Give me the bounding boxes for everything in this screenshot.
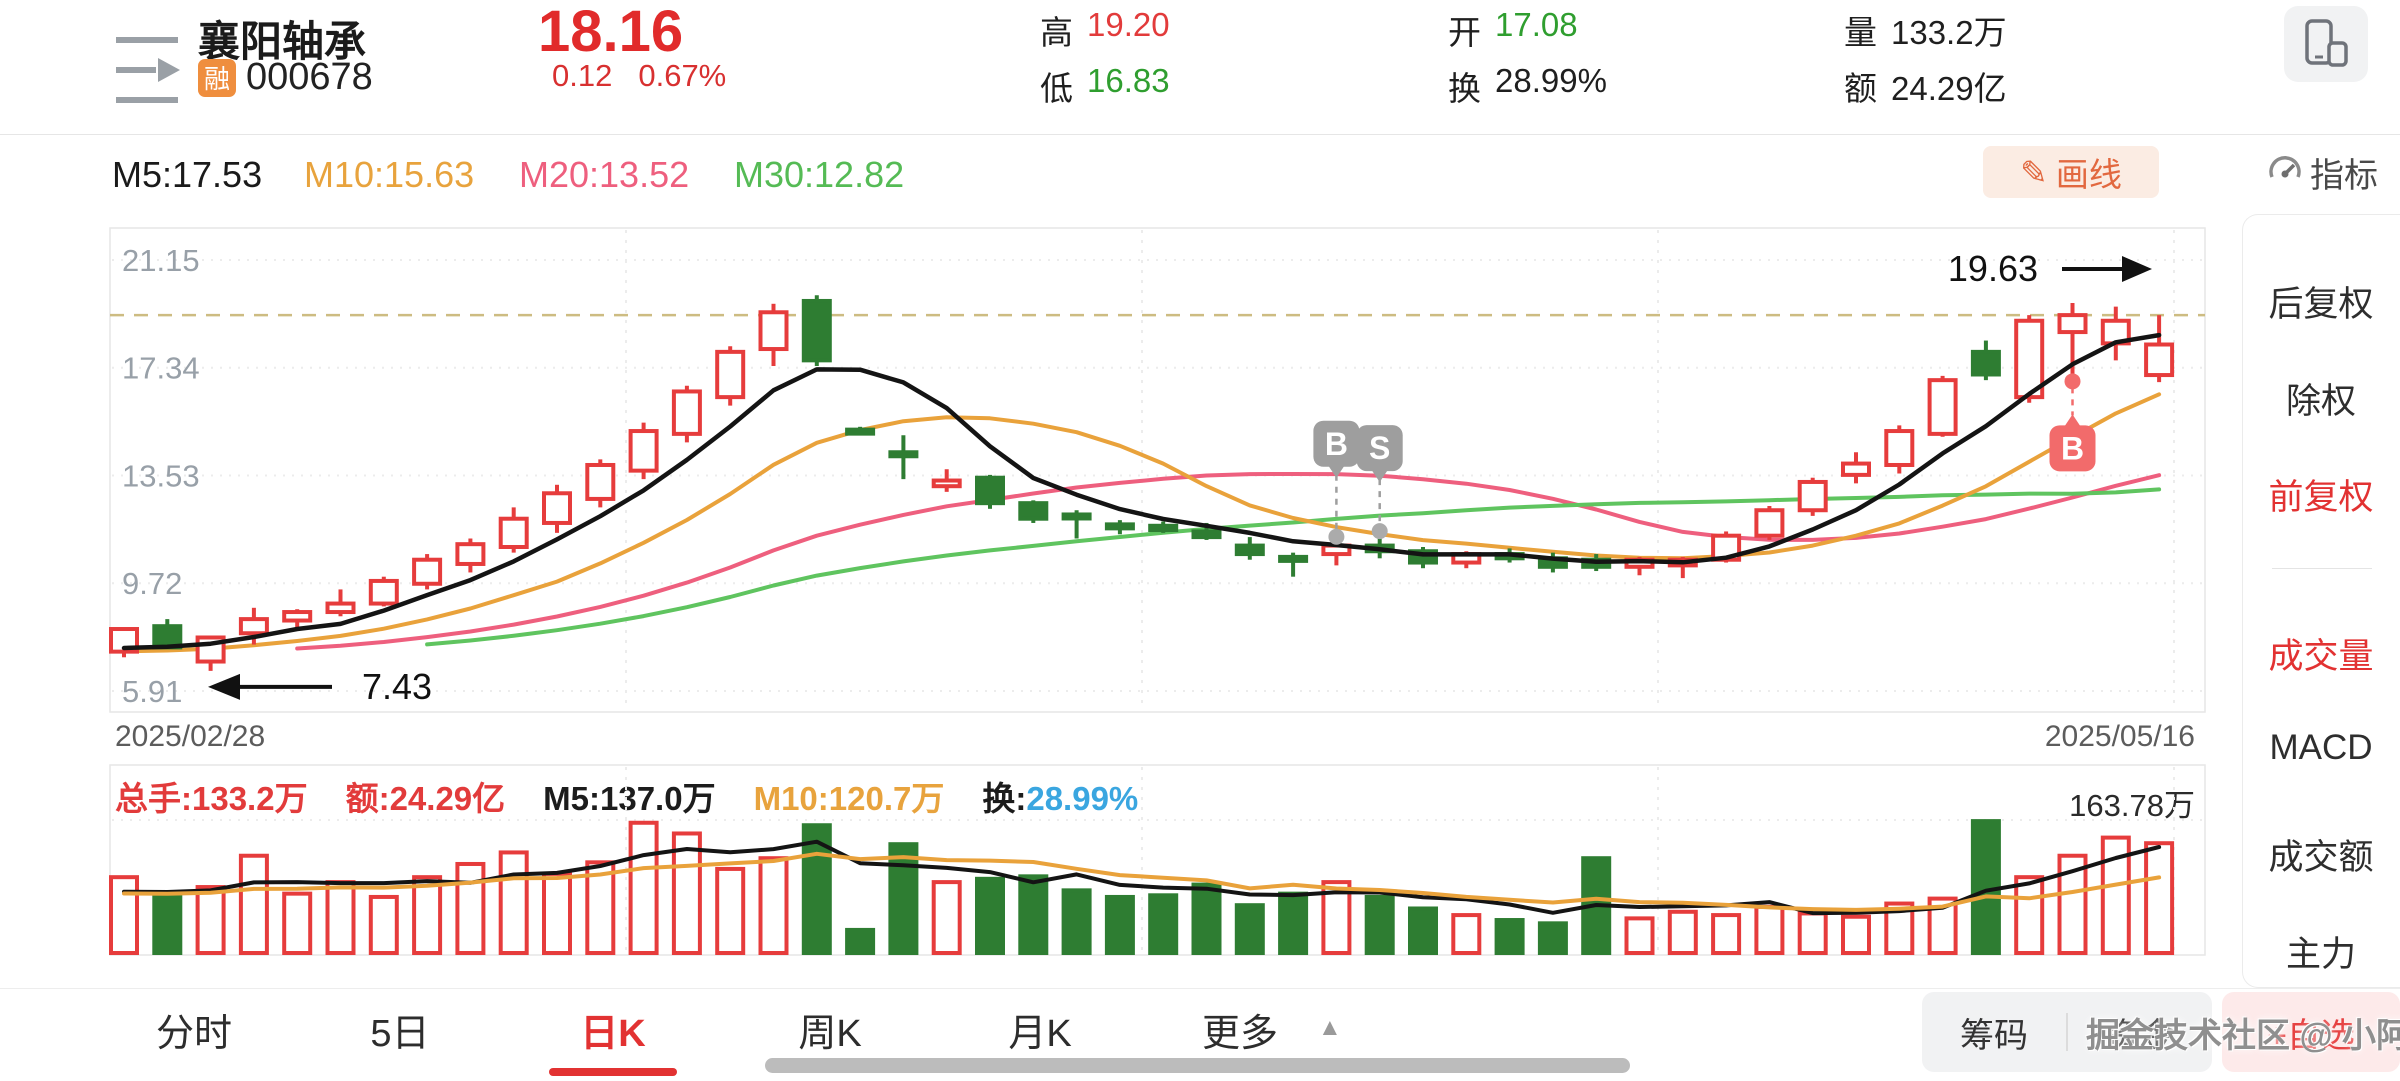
total-amount-label: 额:24.29亿 (345, 780, 506, 817)
tab-daily-k[interactable]: 日K (580, 1013, 646, 1055)
ma30-legend: M30:12.82 (734, 154, 905, 195)
stats-high-low: 高 19.20 低 16.83 (1040, 6, 1170, 110)
turnover-value: 28.99% (1495, 62, 1607, 99)
gauge-icon (2269, 156, 2301, 178)
tab-weekly-k[interactable]: 周K (798, 1013, 862, 1055)
stock-code-row: 融 000678 (198, 56, 373, 99)
ma10-legend: M10:15.63 (304, 154, 475, 195)
ma20-legend: M20:13.52 (519, 154, 690, 195)
tab-intraday[interactable]: 分时 (155, 1013, 233, 1055)
margin-trading-badge: 融 (198, 58, 236, 97)
sidebar-panel (2242, 214, 2400, 988)
tab-more[interactable]: 更多 (1201, 1013, 1279, 1055)
volume-ma10-label: M10:120.7万 (753, 780, 945, 817)
stock-code: 000678 (246, 56, 373, 98)
low-value: 16.83 (1087, 62, 1170, 99)
stats-open-turnover: 开 17.08 换 28.99% (1448, 6, 1607, 110)
volume-label: 量 (1844, 14, 1877, 51)
svg-text:13.53: 13.53 (122, 458, 200, 493)
high-value: 19.20 (1087, 6, 1170, 43)
tab-monthly-k[interactable]: 月K (1008, 1013, 1072, 1055)
volume-turnover: 换:28.99% (982, 772, 1138, 820)
tab-5day[interactable]: 5日 (370, 1013, 430, 1055)
indicator-button[interactable]: 指标 (2248, 146, 2398, 198)
funds-button[interactable]: 资金 (2105, 1016, 2174, 1055)
volume-turnover-label: 换: (982, 780, 1027, 817)
sidebar-divider (2272, 568, 2372, 569)
chevron-up-icon[interactable]: ▲ (1318, 1014, 1342, 1041)
indicator-label: 指标 (2310, 156, 2378, 195)
price-change-percent: 0.67% (638, 58, 727, 93)
chips-funds-button-group: 筹码 资金 (1922, 992, 2212, 1072)
sidebar-item-amount[interactable]: 成交额 (2268, 838, 2374, 877)
svg-text:B: B (2061, 430, 2084, 466)
menu-back-icon[interactable] (114, 30, 196, 115)
button-divider (2066, 1013, 2068, 1051)
stock-name: 襄阳轴承 (198, 18, 367, 65)
high-label: 高 (1040, 14, 1073, 51)
header-divider (0, 134, 2400, 135)
volume-turnover-value: 28.99% (1026, 780, 1139, 817)
ma5-legend: M5:17.53 (112, 154, 263, 195)
draw-line-label: 画线 (2055, 156, 2122, 193)
svg-text:19.63: 19.63 (1948, 248, 2038, 289)
current-price: 18.16 (538, 0, 684, 64)
svg-text:B: B (1325, 426, 1348, 462)
price-change-value: 0.12 (552, 58, 613, 93)
svg-text:21.15: 21.15 (122, 243, 200, 278)
open-label: 开 (1448, 14, 1481, 51)
chart-start-date: 2025/02/28 (115, 720, 266, 753)
amount-value: 24.29亿 (1891, 70, 2007, 107)
draw-line-button[interactable]: ✎ 画线 (1983, 146, 2159, 198)
sidebar-item-main-funds[interactable]: 主力 (2285, 935, 2356, 974)
watermark: 掘金技术社区 @ 小阿泽 (2086, 1017, 2400, 1055)
volume-pane-header: 总手:133.2万 额:24.29亿 M5:137.0万 M10:120.7万 … (115, 772, 1138, 820)
ma-legend: M5:17.53 M10:15.63 M20:13.52 M30:12.82 (112, 152, 904, 198)
open-value: 17.08 (1495, 6, 1578, 43)
active-tab-underline (549, 1068, 677, 1076)
volume-ma5-label: M5:137.0万 (543, 780, 716, 817)
price-change-row: 0.12 0.67% (552, 58, 726, 94)
total-volume-label: 总手:133.2万 (115, 780, 308, 817)
pencil-icon: ✎ (2020, 153, 2048, 191)
stats-volume-amount: 量 133.2万 额 24.29亿 (1844, 6, 2007, 110)
svg-text:9.72: 9.72 (122, 566, 182, 601)
sidebar-item-no-adjust[interactable]: 除权 (2285, 382, 2356, 421)
horizontal-scrollbar[interactable] (765, 1058, 1630, 1073)
turnover-label: 换 (1448, 70, 1481, 107)
amount-label: 额 (1844, 70, 1877, 107)
landscape-rotate-button[interactable] (2284, 6, 2368, 82)
phone-rotate-icon (2305, 19, 2348, 67)
svg-text:S: S (1369, 430, 1390, 466)
add-watchlist-button[interactable]: +自选 (2222, 992, 2400, 1072)
sidebar-item-volume[interactable]: 成交量 (2268, 637, 2374, 676)
svg-text:7.43: 7.43 (362, 666, 432, 707)
sidebar-item-macd[interactable]: MACD (2269, 728, 2373, 767)
chips-button[interactable]: 筹码 (1960, 1016, 2028, 1055)
low-label: 低 (1040, 70, 1073, 107)
sidebar-item-forward-adjusted[interactable]: 前复权 (2268, 478, 2374, 517)
svg-text:5.91: 5.91 (122, 674, 182, 709)
sidebar-item-backward-adjusted[interactable]: 后复权 (2268, 285, 2374, 324)
svg-text:17.34: 17.34 (122, 351, 200, 386)
chart-end-date: 2025/05/16 (2044, 720, 2195, 753)
volume-value: 133.2万 (1891, 14, 2007, 51)
